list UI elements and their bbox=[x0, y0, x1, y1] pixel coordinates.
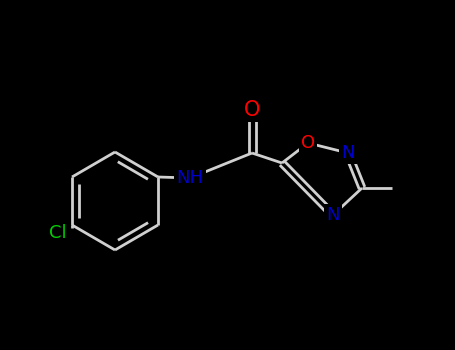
Text: N: N bbox=[326, 206, 340, 224]
Text: O: O bbox=[244, 100, 260, 120]
Text: N: N bbox=[341, 144, 355, 162]
Text: O: O bbox=[301, 134, 315, 152]
Text: Cl: Cl bbox=[49, 224, 67, 242]
Text: NH: NH bbox=[177, 169, 203, 187]
